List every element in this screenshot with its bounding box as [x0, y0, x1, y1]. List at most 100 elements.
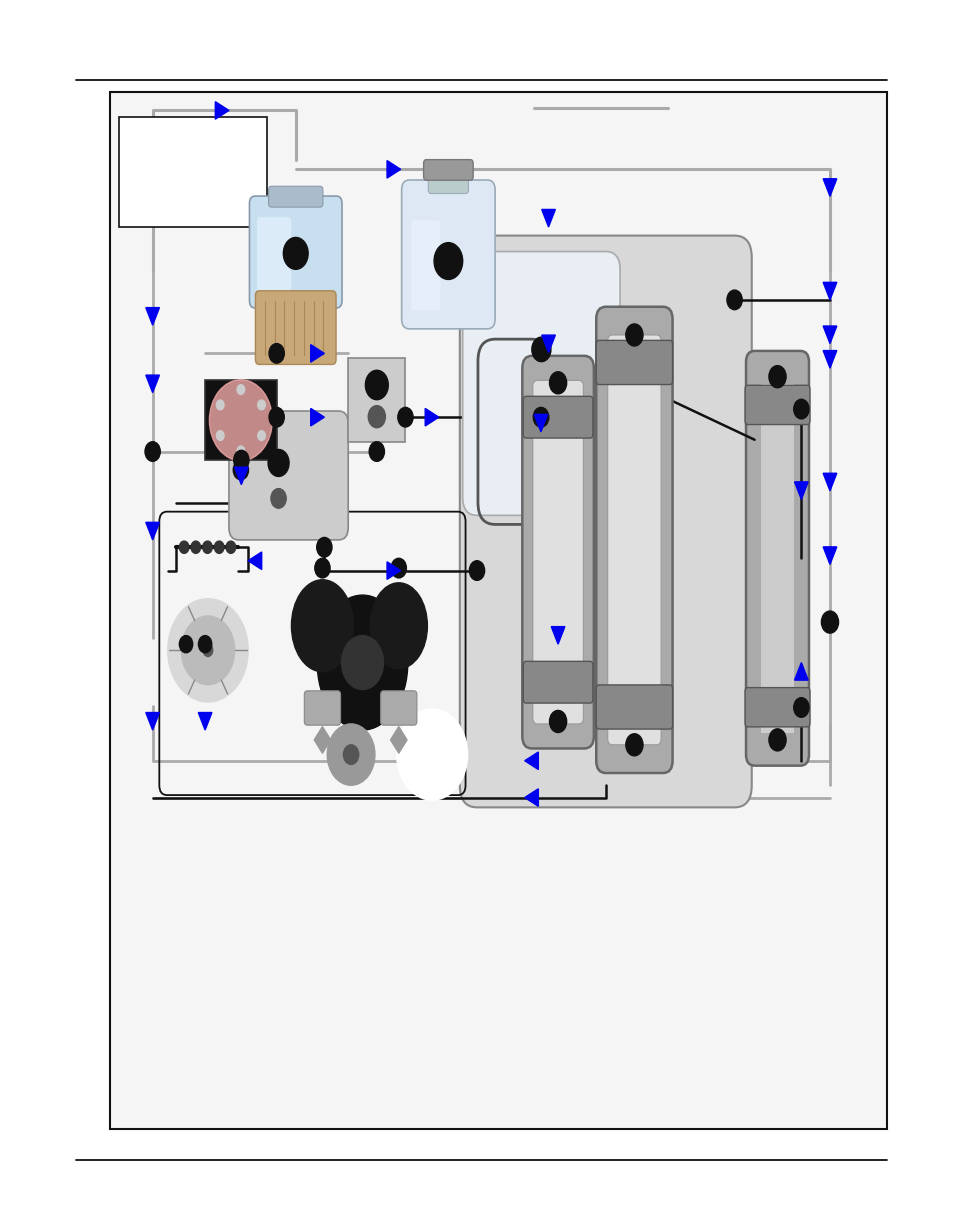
Polygon shape: [311, 409, 324, 426]
Circle shape: [341, 636, 383, 690]
Polygon shape: [146, 308, 159, 325]
FancyBboxPatch shape: [596, 685, 672, 729]
Polygon shape: [524, 789, 537, 806]
Polygon shape: [822, 179, 836, 196]
Polygon shape: [248, 552, 261, 569]
Circle shape: [268, 449, 289, 476]
FancyBboxPatch shape: [411, 221, 440, 310]
Polygon shape: [822, 326, 836, 344]
Bar: [348, 358, 405, 442]
Circle shape: [168, 599, 248, 702]
Circle shape: [369, 442, 384, 461]
Circle shape: [314, 558, 330, 578]
Polygon shape: [794, 663, 807, 680]
Circle shape: [434, 243, 462, 280]
Circle shape: [397, 407, 413, 427]
Circle shape: [391, 558, 406, 578]
Ellipse shape: [292, 579, 353, 672]
Circle shape: [216, 400, 224, 410]
Polygon shape: [551, 627, 564, 644]
Polygon shape: [234, 467, 248, 485]
Circle shape: [368, 406, 385, 428]
Polygon shape: [524, 752, 537, 769]
Circle shape: [233, 450, 249, 470]
Circle shape: [469, 561, 484, 580]
Circle shape: [365, 371, 388, 400]
FancyBboxPatch shape: [532, 380, 583, 724]
Circle shape: [549, 372, 566, 394]
FancyBboxPatch shape: [522, 396, 592, 438]
Polygon shape: [198, 713, 212, 730]
Circle shape: [532, 337, 551, 362]
Circle shape: [396, 709, 467, 800]
Circle shape: [549, 710, 566, 733]
Circle shape: [625, 324, 642, 346]
Circle shape: [202, 541, 212, 553]
FancyBboxPatch shape: [596, 340, 672, 384]
Circle shape: [534, 407, 549, 427]
FancyBboxPatch shape: [268, 187, 322, 207]
Polygon shape: [215, 102, 229, 119]
Circle shape: [209, 380, 273, 461]
Polygon shape: [146, 713, 159, 730]
Circle shape: [236, 385, 244, 395]
Circle shape: [269, 407, 284, 427]
Circle shape: [768, 729, 785, 751]
Circle shape: [216, 431, 224, 440]
Circle shape: [316, 537, 332, 557]
Circle shape: [181, 616, 234, 685]
Polygon shape: [390, 726, 407, 753]
FancyBboxPatch shape: [744, 385, 809, 425]
Circle shape: [768, 366, 785, 388]
FancyBboxPatch shape: [229, 411, 348, 540]
Circle shape: [203, 644, 213, 656]
FancyBboxPatch shape: [401, 180, 495, 329]
Polygon shape: [311, 345, 324, 362]
FancyBboxPatch shape: [250, 196, 342, 308]
Circle shape: [257, 400, 265, 410]
Circle shape: [793, 698, 808, 718]
Ellipse shape: [316, 595, 408, 730]
Circle shape: [233, 460, 248, 480]
Polygon shape: [822, 351, 836, 368]
Polygon shape: [822, 474, 836, 491]
FancyBboxPatch shape: [745, 351, 808, 766]
FancyBboxPatch shape: [522, 661, 592, 703]
FancyBboxPatch shape: [522, 356, 593, 748]
Circle shape: [191, 541, 200, 553]
Circle shape: [236, 447, 244, 456]
Circle shape: [257, 431, 265, 440]
FancyBboxPatch shape: [596, 307, 672, 773]
Circle shape: [343, 745, 358, 764]
Polygon shape: [822, 282, 836, 299]
Circle shape: [214, 541, 224, 553]
FancyBboxPatch shape: [428, 172, 468, 194]
Circle shape: [269, 344, 284, 363]
FancyBboxPatch shape: [255, 291, 335, 364]
FancyBboxPatch shape: [744, 687, 809, 726]
Circle shape: [327, 724, 375, 785]
Circle shape: [793, 399, 808, 418]
Polygon shape: [387, 161, 400, 178]
Ellipse shape: [370, 583, 427, 669]
FancyBboxPatch shape: [423, 160, 473, 180]
Bar: [110, 92, 886, 1129]
FancyBboxPatch shape: [257, 217, 291, 292]
FancyBboxPatch shape: [607, 335, 660, 745]
Circle shape: [821, 611, 838, 633]
FancyBboxPatch shape: [380, 691, 416, 725]
Polygon shape: [387, 562, 400, 579]
Circle shape: [179, 541, 189, 553]
FancyBboxPatch shape: [462, 252, 619, 515]
FancyBboxPatch shape: [304, 691, 340, 725]
Circle shape: [179, 636, 193, 653]
Polygon shape: [822, 547, 836, 564]
Circle shape: [145, 442, 160, 461]
Circle shape: [317, 455, 331, 472]
Circle shape: [283, 238, 308, 270]
Polygon shape: [794, 482, 807, 499]
Circle shape: [317, 476, 331, 493]
Polygon shape: [425, 409, 438, 426]
Polygon shape: [541, 335, 555, 352]
Circle shape: [226, 541, 235, 553]
